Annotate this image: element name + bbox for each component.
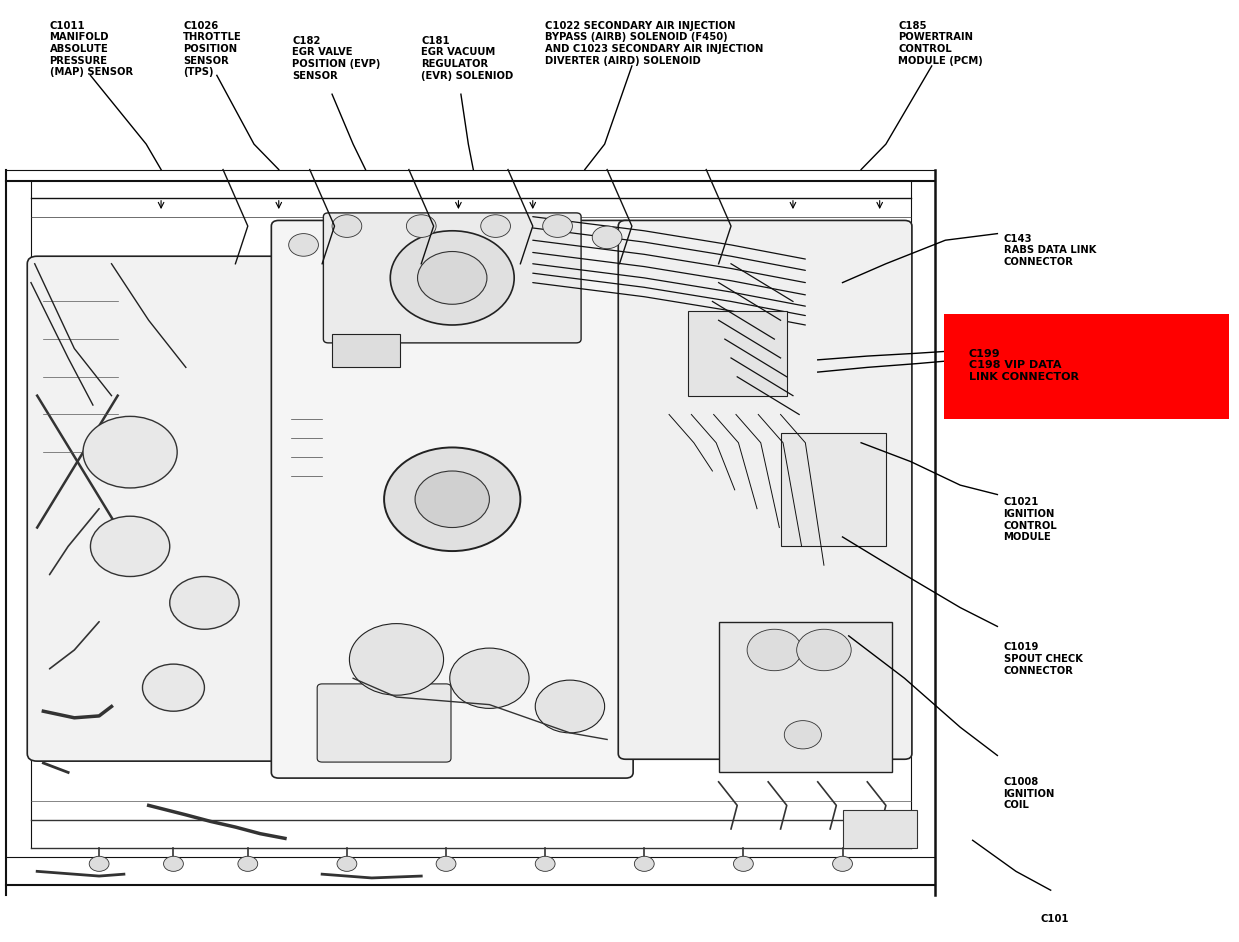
Circle shape	[592, 226, 622, 249]
Circle shape	[89, 856, 109, 871]
Circle shape	[634, 856, 654, 871]
Circle shape	[797, 629, 851, 671]
Circle shape	[332, 215, 362, 237]
Text: C199
C198 VIP DATA
LINK CONNECTOR: C199 C198 VIP DATA LINK CONNECTOR	[969, 349, 1079, 382]
Circle shape	[733, 856, 753, 871]
Text: C185
POWERTRAIN
CONTROL
MODULE (PCM): C185 POWERTRAIN CONTROL MODULE (PCM)	[898, 21, 983, 66]
Circle shape	[142, 664, 204, 711]
Text: C181
EGR VACUUM
REGULATOR
(EVR) SOLENIOD: C181 EGR VACUUM REGULATOR (EVR) SOLENIOD	[421, 36, 513, 81]
Circle shape	[170, 577, 239, 629]
Circle shape	[384, 447, 520, 551]
Circle shape	[535, 680, 605, 733]
Circle shape	[833, 856, 852, 871]
Circle shape	[238, 856, 258, 871]
FancyBboxPatch shape	[27, 256, 289, 761]
Circle shape	[481, 215, 510, 237]
FancyBboxPatch shape	[944, 314, 1229, 419]
Text: C1026
THROTTLE
POSITION
SENSOR
(TPS): C1026 THROTTLE POSITION SENSOR (TPS)	[183, 21, 242, 77]
FancyBboxPatch shape	[843, 810, 917, 848]
Circle shape	[418, 252, 487, 304]
Circle shape	[747, 629, 802, 671]
Circle shape	[337, 856, 357, 871]
FancyBboxPatch shape	[781, 433, 886, 546]
Circle shape	[390, 231, 514, 325]
Circle shape	[90, 516, 170, 577]
Text: C101: C101	[1041, 914, 1069, 924]
Text: C1008
IGNITION
COIL: C1008 IGNITION COIL	[1004, 777, 1054, 810]
Circle shape	[406, 215, 436, 237]
Text: C1021
IGNITION
CONTROL
MODULE: C1021 IGNITION CONTROL MODULE	[1004, 497, 1057, 543]
FancyBboxPatch shape	[317, 684, 451, 762]
FancyBboxPatch shape	[719, 622, 892, 772]
Text: C1022 SECONDARY AIR INJECTION
BYPASS (AIRB) SOLENOID (F450)
AND C1023 SECONDARY : C1022 SECONDARY AIR INJECTION BYPASS (AI…	[545, 21, 763, 66]
FancyBboxPatch shape	[323, 213, 581, 343]
Circle shape	[784, 721, 821, 749]
FancyBboxPatch shape	[618, 220, 912, 759]
Circle shape	[349, 624, 444, 695]
Text: C143
RABS DATA LINK
CONNECTOR: C143 RABS DATA LINK CONNECTOR	[1004, 234, 1097, 267]
FancyBboxPatch shape	[332, 334, 400, 367]
FancyBboxPatch shape	[688, 311, 787, 396]
Circle shape	[83, 416, 177, 488]
Circle shape	[450, 648, 529, 708]
Circle shape	[415, 471, 489, 528]
Text: C1019
SPOUT CHECK
CONNECTOR: C1019 SPOUT CHECK CONNECTOR	[1004, 642, 1083, 675]
Circle shape	[436, 856, 456, 871]
Circle shape	[535, 856, 555, 871]
Text: C1011
MANIFOLD
ABSOLUTE
PRESSURE
(MAP) SENSOR: C1011 MANIFOLD ABSOLUTE PRESSURE (MAP) S…	[50, 21, 133, 77]
Circle shape	[289, 234, 318, 256]
Circle shape	[543, 215, 572, 237]
FancyBboxPatch shape	[271, 220, 633, 778]
Circle shape	[164, 856, 183, 871]
Text: C182
EGR VALVE
POSITION (EVP)
SENSOR: C182 EGR VALVE POSITION (EVP) SENSOR	[292, 36, 380, 81]
